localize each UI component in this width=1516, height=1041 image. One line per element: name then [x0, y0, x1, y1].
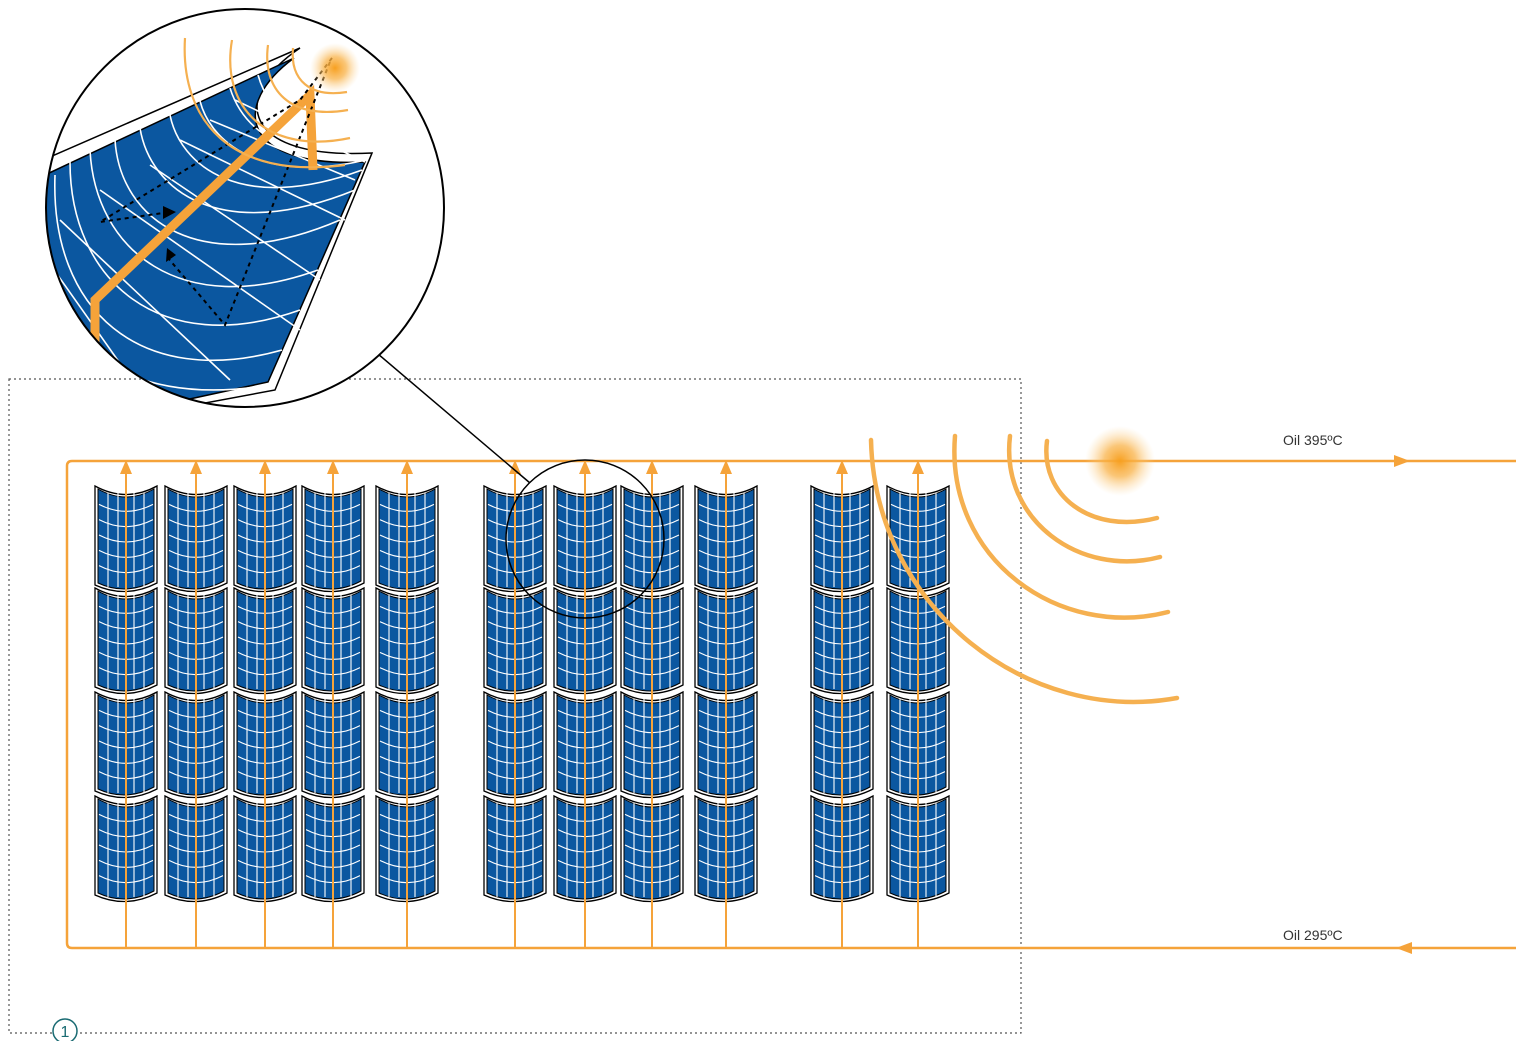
sun-glow-icon	[1085, 426, 1155, 496]
cold-oil-inlet-arrow	[1396, 942, 1412, 954]
radiation-arcs	[868, 433, 1180, 705]
riser-arrow	[401, 460, 413, 474]
detail-leader-line	[377, 353, 531, 484]
riser-arrow	[120, 460, 132, 474]
riser-arrow	[327, 460, 339, 474]
riser-arrow	[836, 460, 848, 474]
magnified-trough-inset	[45, 8, 445, 408]
hot-oil-outlet-arrow	[1394, 455, 1410, 467]
field-number-marker: 1	[52, 1018, 78, 1041]
field-boundary	[8, 378, 1022, 1034]
riser-arrow	[912, 460, 924, 474]
riser-arrow	[259, 460, 271, 474]
receiver-tube	[90, 84, 318, 350]
inset-sun-glow-icon	[310, 43, 360, 93]
riser-arrow	[646, 460, 658, 474]
hot-oil-header-pipe	[65, 459, 1516, 950]
riser-arrow	[190, 460, 202, 474]
riser-arrow	[509, 460, 521, 474]
collector-field	[94, 484, 950, 903]
riser-arrow	[720, 460, 732, 474]
hot-oil-label: Oil 395ºC	[1283, 432, 1343, 448]
detail-focus-circle	[505, 459, 665, 619]
riser-arrow	[579, 460, 591, 474]
field-number-text: 1	[61, 1024, 70, 1041]
cold-oil-label: Oil 295ºC	[1283, 927, 1343, 943]
riser-pipes	[120, 460, 924, 948]
